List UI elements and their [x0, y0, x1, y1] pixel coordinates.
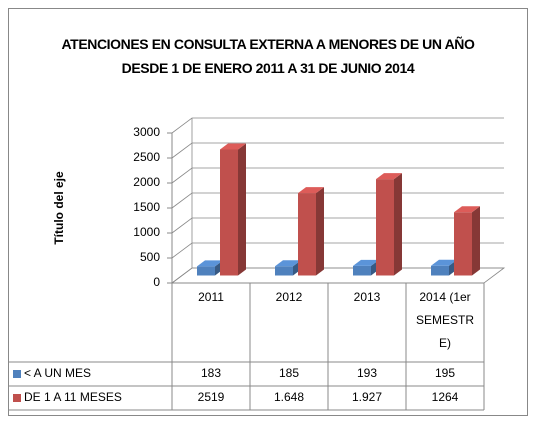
bar-front [197, 266, 215, 276]
data-label: 195 [435, 366, 455, 380]
grid-line [171, 117, 504, 134]
bar-top [298, 187, 324, 194]
y-tick-label: 0 [153, 275, 160, 289]
bar-side [316, 187, 324, 276]
y-tick-label: 1500 [133, 200, 160, 214]
data-label: 193 [357, 366, 377, 380]
bar-side [472, 206, 480, 276]
data-label: 1.648 [274, 390, 304, 404]
x-tick-label: 2011 [198, 290, 224, 304]
y-tick-label: 1000 [133, 225, 160, 239]
bar [220, 143, 246, 276]
bar-front [353, 265, 371, 276]
bar-front [275, 266, 293, 276]
data-label: 183 [201, 366, 221, 380]
bar-top [376, 173, 402, 180]
bar-top [220, 143, 246, 150]
y-tick-label: 2500 [133, 150, 160, 164]
x-tick-label: 2013 [353, 290, 381, 304]
bar [376, 173, 402, 276]
bar [454, 206, 480, 276]
legend-swatch [13, 370, 21, 378]
y-tick-label: 2000 [133, 175, 160, 189]
bar-side [394, 173, 402, 276]
bar-top [275, 260, 301, 267]
chart-title: ATENCIONES EN CONSULTA EXTERNA A MENORES… [61, 36, 475, 76]
bar-top [197, 260, 223, 267]
x-tick-label: 2014 (1er SEMESTRE) [415, 290, 474, 350]
data-label: 185 [279, 366, 299, 380]
bar-top [454, 206, 480, 213]
data-label: 2519 [198, 390, 225, 404]
bar-top [431, 259, 457, 266]
bar-front [376, 179, 394, 276]
y-tick-label: 500 [140, 250, 160, 264]
bar-side [238, 143, 246, 276]
y-axis-label: Título del eje [52, 171, 66, 245]
data-label: 1264 [432, 390, 459, 404]
data-label: 1.927 [352, 390, 382, 404]
y-tick-label: 3000 [133, 125, 160, 139]
grid-line [171, 142, 504, 159]
bar-front [454, 212, 472, 276]
x-tick-label: 2012 [275, 290, 303, 304]
legend-label: DE 1 A 11 MESES [24, 390, 122, 404]
bar-front [220, 149, 238, 276]
grid-line [171, 167, 504, 184]
legend-swatch [13, 394, 21, 402]
legend-label: < A UN MES [24, 366, 91, 380]
bar-front [298, 193, 316, 276]
bar-front [431, 265, 449, 276]
bar-top [353, 259, 379, 266]
bar [298, 187, 324, 276]
